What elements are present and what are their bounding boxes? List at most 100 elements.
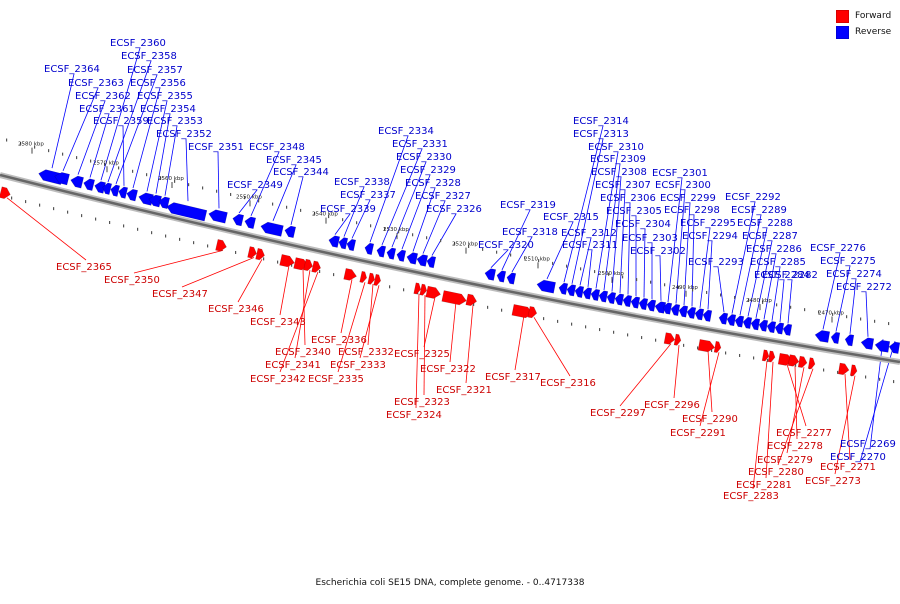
gene-label-ECSF_2275: ECSF_2275 [820,256,876,267]
gene-arrow [376,245,387,258]
gene-ECSF_2275 [830,331,841,344]
leader-line [100,47,141,181]
minor-tick-lower [123,224,125,228]
minor-tick-lower [235,250,237,254]
gene-arrow [506,272,517,285]
reverse-swatch [836,25,849,39]
gene-arrow [244,216,257,230]
gene-ECSF_2342 [311,260,321,273]
gene-arrow [874,339,891,353]
gene-label-ECSF_2319: ECSF_2319 [500,200,556,211]
minor-tick-lower [389,285,391,289]
leader-line [844,374,851,461]
leader-line [763,253,777,320]
leader-line [619,343,672,407]
minor-tick-upper [48,149,50,153]
leader-line [627,202,631,295]
gene-ECSF_2311 [582,287,593,300]
gene-arrow [328,235,341,248]
gene-label-ECSF_2335: ECSF_2335 [308,374,364,385]
minor-tick-lower [795,363,797,367]
minor-tick-lower [207,244,209,248]
gene-label-ECSF_2351: ECSF_2351 [188,142,244,153]
gene-label-ECSF_2329: ECSF_2329 [400,165,456,176]
leader-line [794,365,798,440]
gene-arrow [590,288,601,302]
leader-line [465,304,474,384]
gene-ECSF_2301 [662,302,673,315]
minor-tick-lower [655,338,657,342]
gene-ECSF_2349 [232,213,245,227]
leader-line [707,350,713,413]
gene-arrow [888,341,900,354]
leader-line [89,113,110,178]
gene-ECSF_2286 [758,319,769,332]
gene-label-ECSF_2333: ECSF_2333 [330,360,386,371]
leader-line [752,360,768,490]
minor-tick-upper [804,308,806,312]
gene-arrow [343,268,357,281]
gene-label-ECSF_2277: ECSF_2277 [776,428,832,439]
gene-arrow [284,225,297,239]
leader-line [367,283,374,346]
leader-line [279,265,290,316]
gene-ECSF_2285 [766,321,777,334]
minor-tick-upper [650,280,652,284]
leader-line [546,221,574,280]
leader-line [381,148,423,246]
gene-ECSF_2343 [279,254,295,268]
minor-tick-upper [62,152,64,156]
minor-tick-upper [174,179,176,183]
kbp-tick-label: 2500 kbp [598,271,624,277]
minor-tick-upper [776,303,778,307]
gene-label-ECSF_2355: ECSF_2355 [137,91,193,102]
gene-ECSF_2321 [465,293,478,307]
minor-tick-upper [202,186,204,190]
gene-label-ECSF_2340: ECSF_2340 [275,347,331,358]
minor-tick-lower [39,203,41,207]
leader-line [146,100,168,192]
minor-tick-upper [566,264,568,268]
gene-label-ECSF_2359: ECSF_2359 [93,116,149,127]
gene-ECSF_2269 [874,339,891,353]
minor-tick-upper [720,293,722,297]
minor-tick-lower [403,288,405,292]
leader-line [334,213,351,235]
gene-label-ECSF_2294: ECSF_2294 [682,231,738,242]
minor-tick-lower [739,353,741,357]
gene-label-ECSF_2291: ECSF_2291 [670,428,726,439]
gene-arrow [232,213,245,227]
gene-arrow [426,256,437,269]
gene-arrow [54,172,70,186]
minor-tick-lower [151,231,153,235]
gene-label-ECSF_2304: ECSF_2304 [615,219,671,230]
gene-arrow [713,341,722,353]
gene-label-ECSF_2298: ECSF_2298 [664,205,720,216]
gene-label-ECSF_2283: ECSF_2283 [723,491,779,502]
gene-arrow [364,242,375,256]
gene-arrow [673,333,682,346]
minor-tick-upper [678,285,680,289]
minor-tick-upper [454,242,456,246]
gene-label-ECSF_2296: ECSF_2296 [644,400,700,411]
minor-tick-upper [664,283,666,287]
leader-line [865,291,869,337]
gene-label-ECSF_2321: ECSF_2321 [436,385,492,396]
gene-label-ECSF_2336: ECSF_2336 [311,335,367,346]
gene-ECSF_2363 [54,172,70,186]
gene-arrow [750,318,761,331]
leader-line [659,255,662,301]
leader-line [423,295,426,396]
gene-arrow [208,209,228,224]
gene-ECSF_2330 [386,247,397,260]
gene-ECSF_2356 [126,188,139,202]
minor-tick-upper [580,267,582,271]
gene-label-ECSF_2313: ECSF_2313 [573,129,629,140]
gene-label-ECSF_2288: ECSF_2288 [737,218,793,229]
gene-ECSF_2291 [713,341,722,353]
gene-arrow [622,295,633,308]
gene-arrow [441,290,467,306]
minor-tick-upper [636,278,638,282]
gene-label-ECSF_2272: ECSF_2272 [836,282,892,293]
